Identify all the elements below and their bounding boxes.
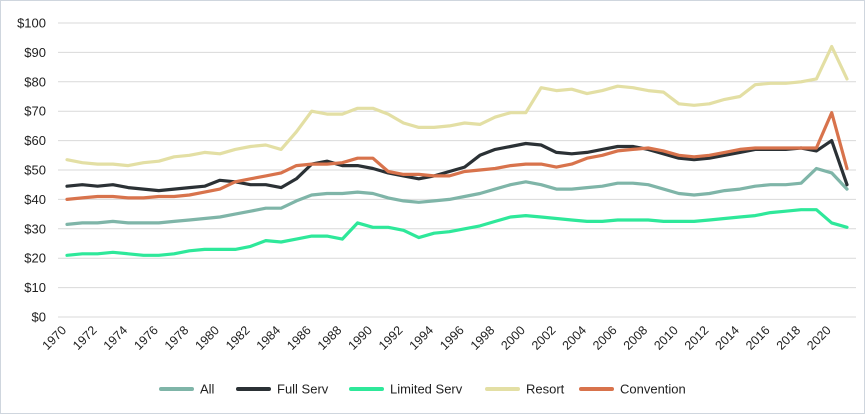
x-tick-label: 1990 — [345, 323, 375, 353]
x-tick-label: 2004 — [560, 323, 590, 353]
x-tick-label: 1998 — [468, 323, 498, 353]
legend-label-full-serv: Full Serv — [277, 382, 329, 397]
x-tick-label: 2006 — [590, 323, 620, 353]
x-tick-label: 1986 — [284, 323, 314, 353]
x-tick-label: 1972 — [70, 323, 100, 353]
x-tick-label: 1994 — [407, 323, 437, 353]
legend-label-convention: Convention — [620, 382, 686, 397]
x-tick-label: 1978 — [162, 323, 192, 353]
legend: All Full Serv Limited Serv Resort Convention — [159, 382, 686, 397]
x-tick-label: 2002 — [529, 323, 559, 353]
x-tick-label: 2008 — [621, 323, 651, 353]
x-tick-label: 1970 — [40, 323, 70, 353]
y-tick-label: $90 — [24, 45, 46, 60]
y-tick-label: $20 — [24, 251, 46, 266]
x-tick-label: 1982 — [223, 323, 253, 353]
y-tick-label: $0 — [32, 310, 46, 325]
x-tick-label: 2016 — [743, 323, 773, 353]
series-line-full-serv — [65, 139, 849, 193]
y-tick-label: $10 — [24, 280, 46, 295]
x-tick-label: 1988 — [315, 323, 345, 353]
legend-label-limited-serv: Limited Serv — [390, 382, 463, 397]
x-tick-label: 1984 — [254, 323, 284, 353]
x-tick-label: 2020 — [804, 323, 834, 353]
x-tick-label: 1976 — [131, 323, 161, 353]
legend-label-all: All — [200, 382, 215, 397]
x-tick-label: 2014 — [712, 323, 742, 353]
y-axis-ticks: $0 $10 $20 $30 $40 $50 $60 $70 $80 $90 $100 — [17, 16, 46, 325]
series-line-resort — [65, 44, 849, 168]
x-tick-label: 1992 — [376, 323, 406, 353]
x-tick-label: 2010 — [651, 323, 681, 353]
y-tick-label: $100 — [17, 16, 46, 31]
y-tick-label: $60 — [24, 133, 46, 148]
x-tick-label: 2012 — [682, 323, 712, 353]
y-tick-label: $30 — [24, 221, 46, 236]
y-tick-label: $70 — [24, 104, 46, 119]
x-tick-label: 2018 — [774, 323, 804, 353]
y-tick-label: $50 — [24, 163, 46, 178]
y-tick-label: $40 — [24, 192, 46, 207]
y-tick-label: $80 — [24, 74, 46, 89]
x-tick-label: 1980 — [192, 323, 222, 353]
series-line-limited-serv — [65, 208, 849, 257]
x-tick-label: 1996 — [437, 323, 467, 353]
x-axis-ticks: 1970 1972 1974 1976 1978 1980 1982 1984 1986 1988… — [40, 323, 834, 353]
x-tick-label: 1974 — [101, 323, 131, 353]
series-line-convention — [65, 111, 849, 201]
legend-label-resort: Resort — [526, 382, 565, 397]
series-line-all — [65, 166, 849, 226]
series-lines — [65, 44, 849, 257]
x-tick-label: 2000 — [498, 323, 528, 353]
